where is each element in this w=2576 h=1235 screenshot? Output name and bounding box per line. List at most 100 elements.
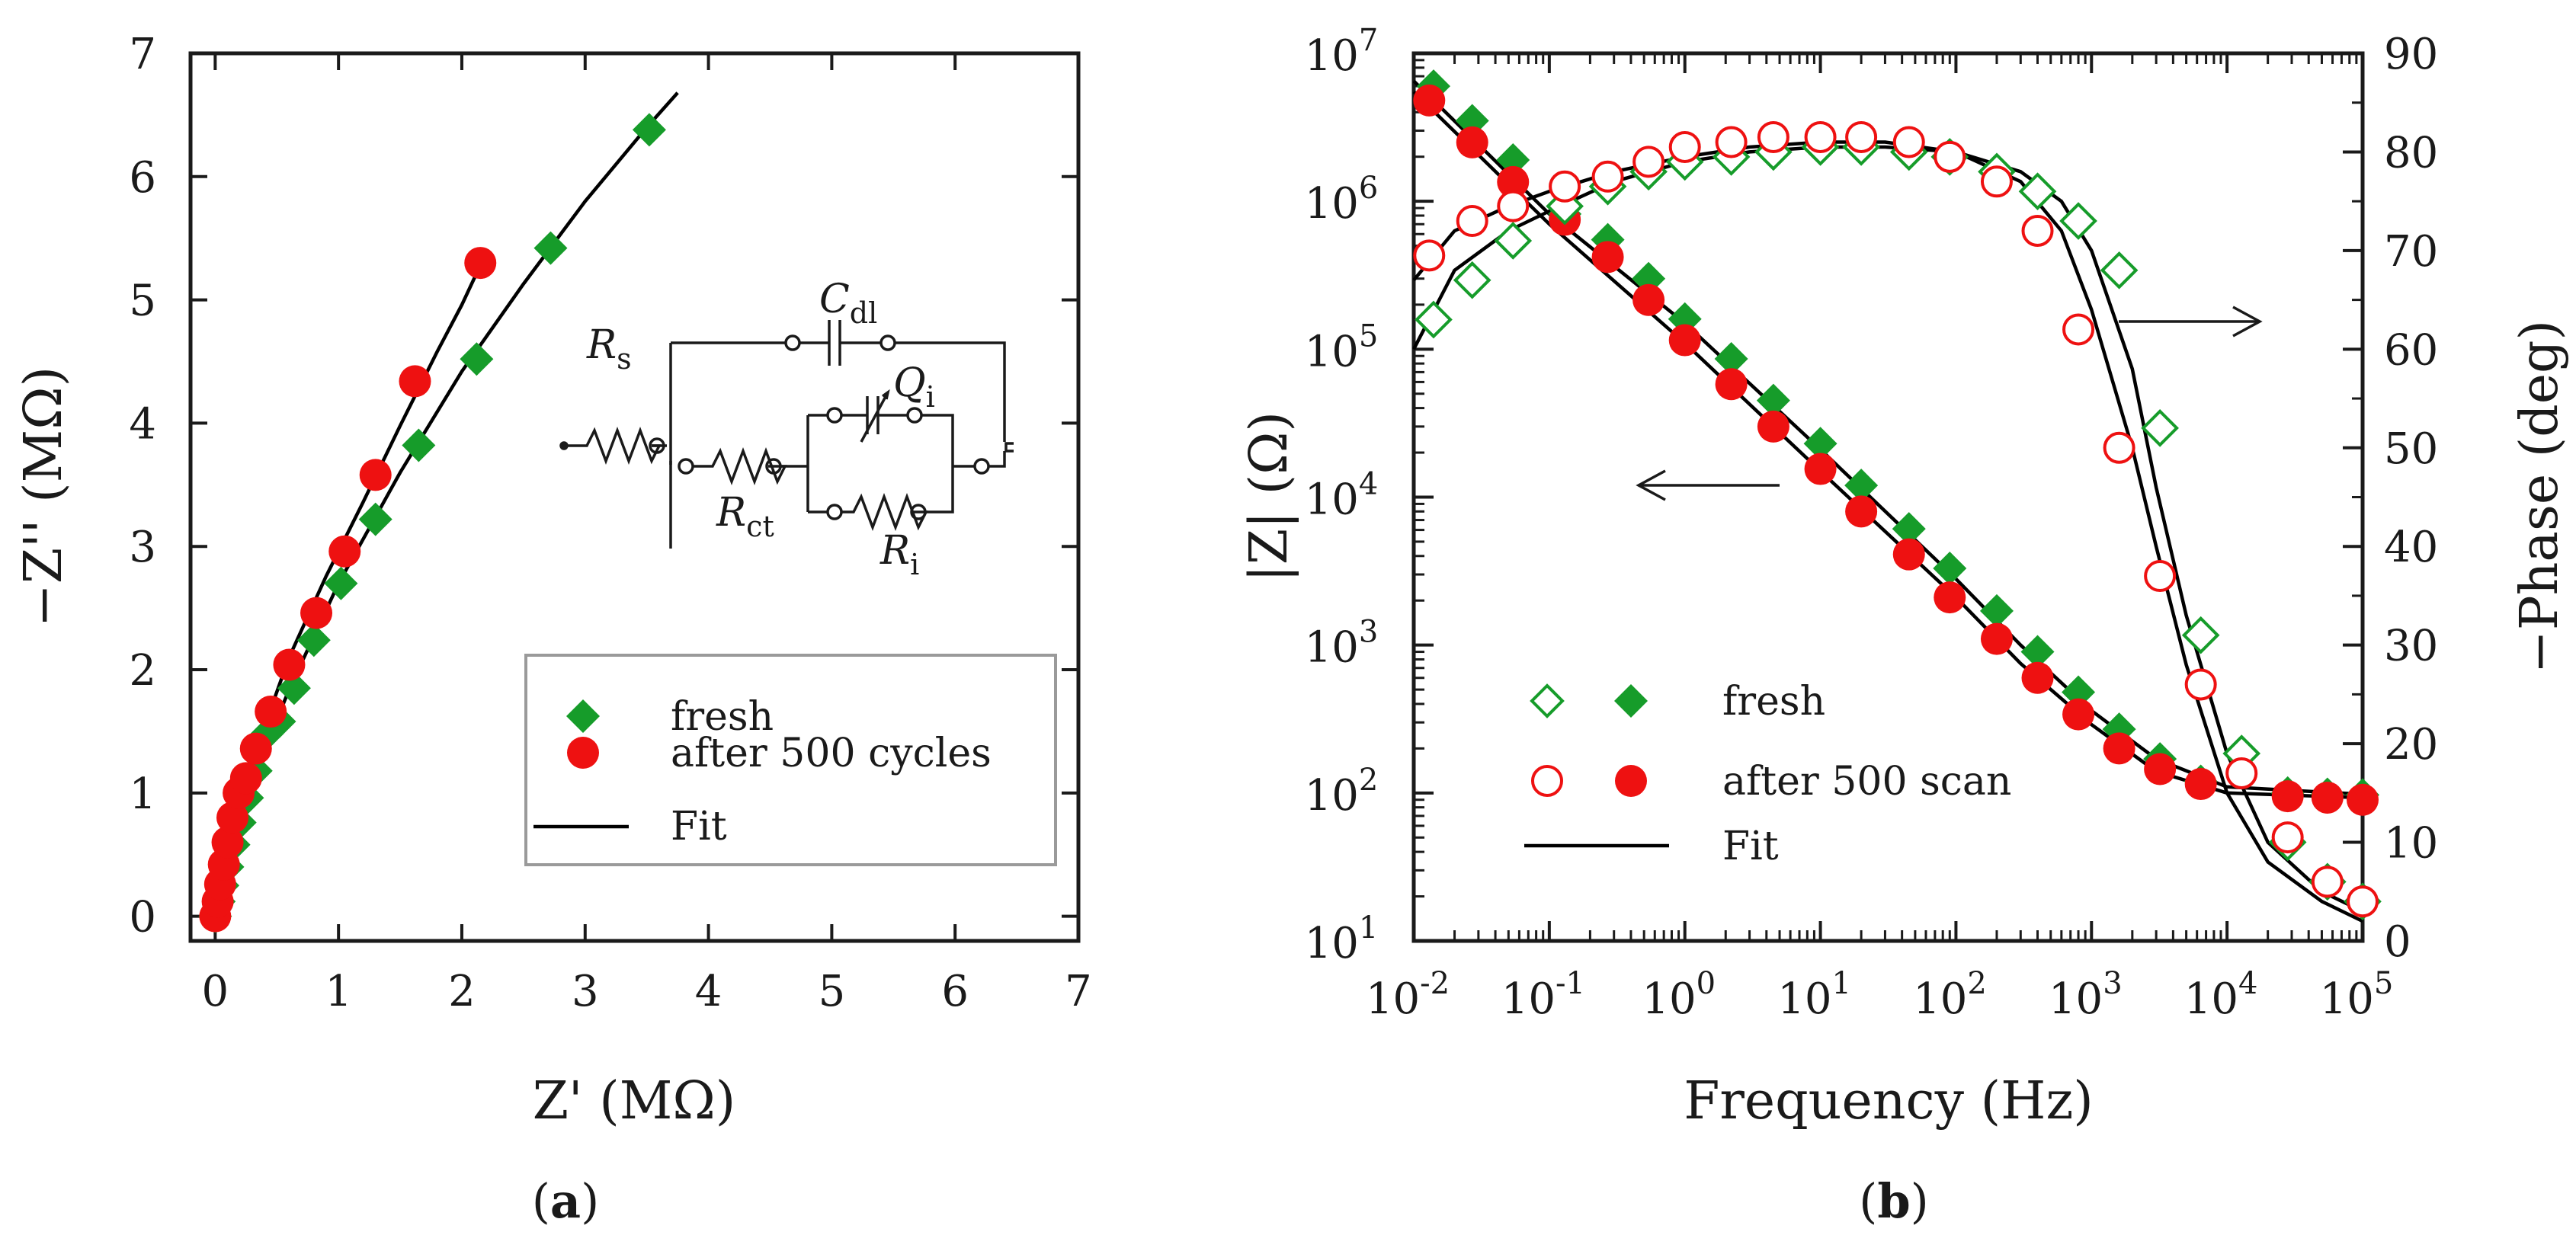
node-qi-left — [826, 407, 843, 424]
data-point — [2103, 431, 2135, 464]
panel-a-legend-box — [524, 654, 1057, 866]
panel-a-markers — [198, 113, 666, 933]
x-tick-label: 100 — [1642, 966, 1716, 1024]
data-point — [1803, 427, 1837, 461]
tick-base: 10 — [1642, 974, 1696, 1024]
y2-tick-label: 0 — [2384, 917, 2411, 967]
y2-tick-label: 40 — [2384, 523, 2438, 572]
panel-a-caption: (a) — [532, 1173, 600, 1229]
y2-tick-label: 50 — [2384, 424, 2438, 474]
data-point — [1845, 495, 1878, 528]
y2-tick-label: 30 — [2384, 622, 2438, 671]
tick-base: 10 — [1305, 31, 1359, 81]
data-point — [211, 826, 244, 859]
data-point — [399, 365, 431, 398]
x-tick-label: 3 — [572, 967, 599, 1016]
panel-a-ticks — [191, 52, 1080, 941]
equivalent-circuit-inset — [559, 320, 1014, 549]
data-point — [1757, 121, 1789, 154]
data-point — [2225, 757, 2258, 789]
x-tick-label: 10-2 — [1366, 966, 1450, 1024]
x-tick-label: 7 — [1065, 967, 1092, 1016]
node-rs — [649, 437, 665, 454]
y-tick-label: 7 — [129, 30, 156, 79]
data-point — [2021, 215, 2054, 247]
tick-exponent: 2 — [1967, 966, 1986, 1001]
node-ri-right — [910, 504, 927, 520]
legend-b-fresh-label: fresh — [1722, 679, 1825, 725]
data-point — [1591, 160, 1624, 193]
tick-base: 10 — [1501, 974, 1556, 1024]
data-point — [2347, 783, 2379, 816]
tick-exponent: -2 — [1420, 966, 1450, 1001]
x-tick-label: 10-1 — [1501, 966, 1585, 1024]
data-point — [1456, 126, 1488, 158]
tick-exponent: 7 — [1359, 23, 1378, 58]
label-ri-sub: i — [910, 548, 919, 581]
data-point — [1756, 383, 1790, 418]
cpe-qi — [842, 389, 907, 443]
y-tick-label: 106 — [1305, 171, 1379, 229]
data-point — [1892, 126, 1925, 158]
label-cdl-sub: dl — [850, 296, 877, 330]
data-point — [229, 762, 262, 795]
arrow-left-head — [1636, 469, 1666, 501]
label-qi-main: Q — [893, 360, 926, 406]
legend-b-fresh-filled-diamond — [1614, 684, 1648, 718]
tick-exponent: -1 — [1556, 966, 1585, 1001]
panel-a-tick-labels: 0 1 2 3 4 5 6 7 0 1 2 3 4 5 6 7 — [129, 30, 1091, 1016]
data-point — [2347, 885, 2379, 918]
legend-fresh-diamond — [566, 699, 600, 733]
legend-a-fresh-label: fresh — [671, 694, 774, 740]
y2-tick-label: 70 — [2384, 227, 2438, 277]
panel-b-y-axis-label: |Z| (Ω) — [1239, 411, 1299, 582]
x-tick-label: 1 — [325, 967, 352, 1016]
data-point — [324, 566, 358, 600]
data-point — [533, 231, 568, 265]
data-point — [1591, 241, 1624, 274]
x-tick-label: 4 — [695, 967, 722, 1016]
data-point — [1497, 190, 1530, 222]
data-point — [1844, 469, 1879, 503]
label-rs: Rs — [586, 322, 632, 376]
data-point — [2062, 698, 2095, 731]
label-rct-sub: ct — [746, 510, 774, 543]
data-point — [1494, 222, 1533, 260]
y-tick-label: 103 — [1305, 615, 1379, 673]
data-point — [2311, 865, 2344, 898]
resistor-ri — [842, 493, 928, 531]
panel-a-caption-letter: a — [550, 1173, 581, 1229]
label-cdl-main: C — [819, 277, 850, 322]
tick-exponent: 1 — [1831, 966, 1850, 1001]
y2-tick-label: 90 — [2384, 30, 2438, 79]
x-tick-label: 105 — [2320, 966, 2394, 1024]
data-point — [632, 113, 666, 147]
data-point — [1804, 453, 1837, 485]
x-tick-label: 101 — [1777, 966, 1851, 1024]
panel-a: 0 1 2 3 4 5 6 7 0 1 2 3 4 5 6 7 Z' (MΩ) −Z'' (MΩ) — [14, 30, 1092, 1229]
x-tick-label: 103 — [2049, 966, 2123, 1024]
label-ri: Ri — [879, 528, 919, 581]
data-point — [2144, 560, 2177, 593]
tick-exponent: 2 — [1359, 763, 1378, 798]
tick-exponent: 0 — [1697, 966, 1716, 1001]
data-point — [1715, 368, 1748, 401]
data-point — [2311, 781, 2344, 814]
data-point — [2059, 202, 2097, 240]
tick-base: 10 — [1913, 974, 1967, 1024]
tick-exponent: 5 — [2374, 966, 2393, 1001]
x-tick-label: 5 — [819, 967, 846, 1016]
tick-exponent: 4 — [1359, 467, 1378, 502]
data-point — [2021, 661, 2054, 694]
legend-a-cycled-label: after 500 cycles — [671, 731, 992, 776]
panel-b-tick-labels: 10-2 10-1 100 101 102 103 104 10510110210310410… — [1305, 23, 2439, 1024]
panel-b-y2-axis-label: −Phase (deg) — [2510, 320, 2570, 673]
circuit-wire-right-bus — [989, 451, 1006, 468]
y-tick-label: 2 — [129, 646, 156, 696]
tick-exponent: 6 — [1359, 171, 1378, 206]
circuit-wire-parallel-right — [922, 414, 974, 514]
y-tick-label: 1 — [129, 769, 156, 819]
panel-b-caption: (b) — [1859, 1173, 1929, 1229]
tick-base: 10 — [1305, 771, 1359, 821]
tick-exponent: 5 — [1359, 318, 1378, 354]
